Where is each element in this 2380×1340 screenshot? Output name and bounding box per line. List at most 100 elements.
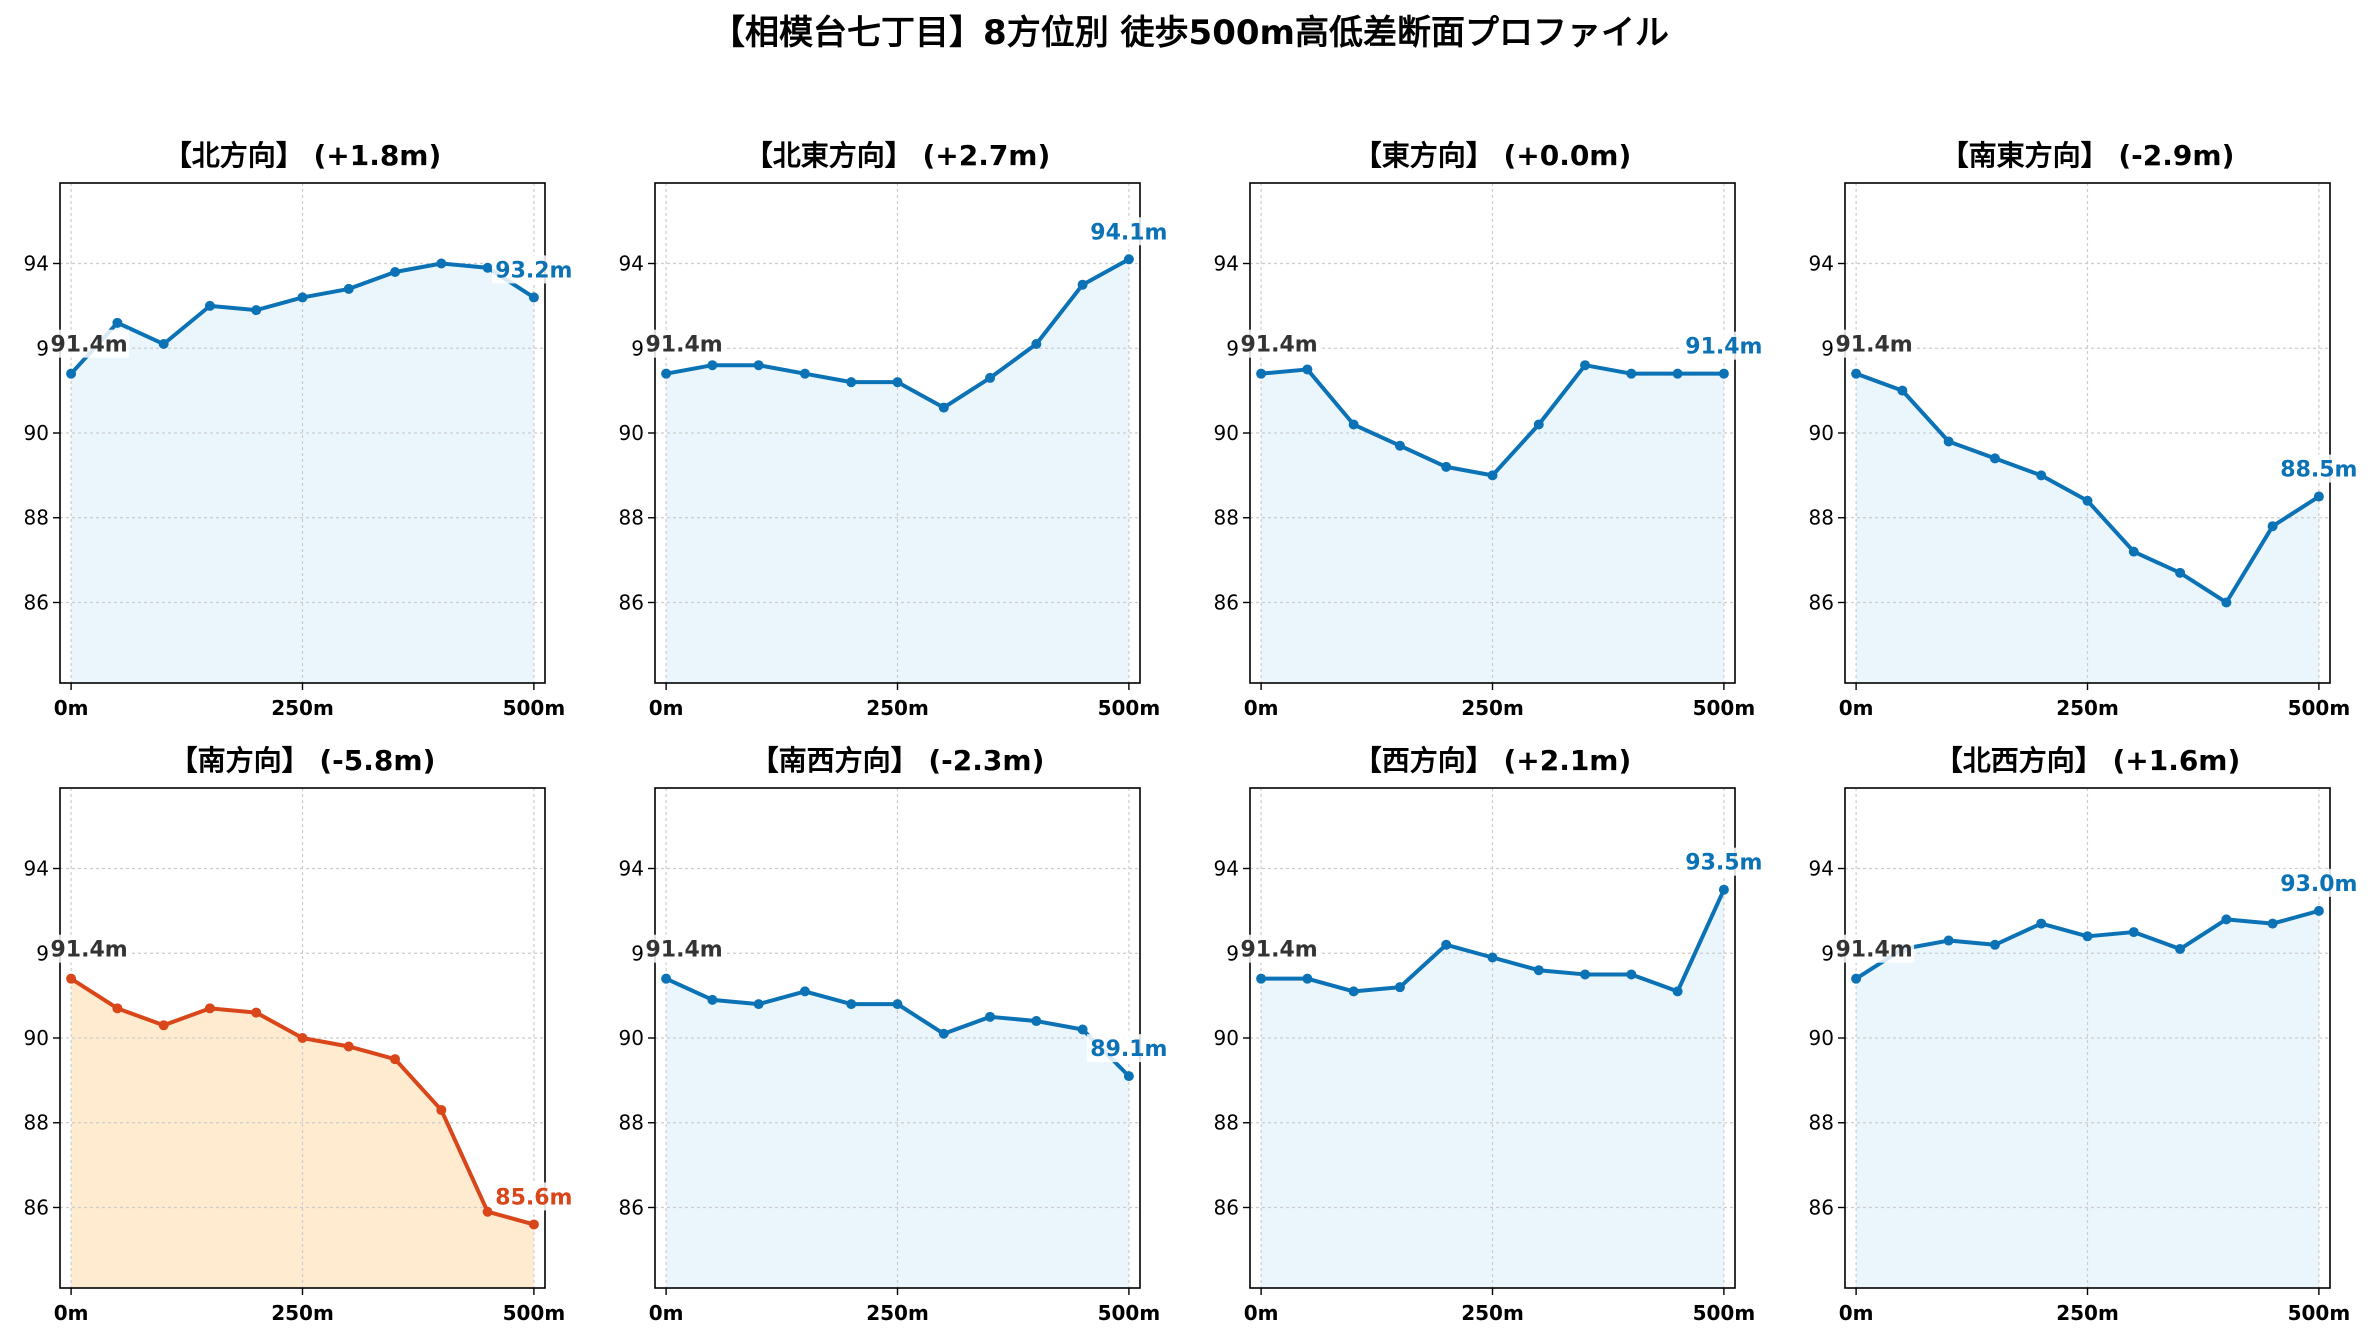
data-point <box>1077 1024 1088 1035</box>
panel-title: 【北東方向】 (+2.7m) <box>745 139 1051 172</box>
end-label: 93.0m <box>2280 872 2357 897</box>
data-point <box>2128 927 2139 938</box>
y-tick-label: 9 <box>1821 336 1834 360</box>
data-point <box>1718 368 1729 379</box>
start-label: 91.4m <box>50 333 127 358</box>
panel-7: 【西方向】 (+2.1m) 86 88 90 9 94 0m 250m 500m 91.4m 93.… <box>1214 744 1766 1325</box>
data-point <box>985 372 996 383</box>
data-point <box>1989 453 2000 464</box>
panel-8: 【北西方向】 (+1.6m) 86 88 90 9 94 0m 250m 500m 91.4m 93… <box>1809 744 2361 1325</box>
start-label-bg <box>49 329 130 358</box>
y-tick-label: 94 <box>24 857 49 881</box>
panel-title: 【北西方向】 (+1.6m) <box>1935 744 2241 777</box>
y-tick-label: 88 <box>1809 506 1834 530</box>
data-point <box>1626 969 1637 980</box>
data-point <box>1580 360 1591 371</box>
y-tick-label: 90 <box>619 421 644 445</box>
data-point <box>799 986 810 997</box>
x-tick-label: 500m <box>1693 1301 1756 1325</box>
start-label: 91.4m <box>645 938 722 963</box>
data-point <box>112 317 123 328</box>
data-point <box>1851 368 1862 379</box>
y-tick-label: 88 <box>24 1111 49 1135</box>
end-label: 88.5m <box>2280 458 2357 483</box>
y-tick-label: 88 <box>1214 506 1239 530</box>
data-point <box>436 258 447 269</box>
x-tick-label: 250m <box>866 1301 929 1325</box>
x-tick-label: 500m <box>1098 696 1161 720</box>
end-label: 85.6m <box>495 1185 572 1210</box>
data-point <box>528 292 539 303</box>
y-tick-label: 88 <box>24 506 49 530</box>
data-point <box>753 999 764 1010</box>
data-point <box>661 973 672 984</box>
data-point <box>390 266 401 277</box>
data-point <box>2082 931 2093 942</box>
data-point <box>1394 982 1405 993</box>
data-point <box>1533 419 1544 430</box>
x-tick-label: 0m <box>649 1301 684 1325</box>
y-tick-label: 9 <box>36 336 49 360</box>
y-tick-label: 86 <box>24 590 49 614</box>
x-tick-label: 500m <box>503 696 566 720</box>
y-tick-label: 90 <box>24 421 49 445</box>
data-point <box>251 305 262 316</box>
data-point <box>2313 491 2324 502</box>
area-fill <box>666 978 1129 1288</box>
data-point <box>1077 279 1088 290</box>
end-label-bg <box>2276 454 2361 483</box>
end-label-bg <box>491 255 576 284</box>
data-point <box>1348 419 1359 430</box>
data-point <box>1989 939 2000 950</box>
data-point <box>1031 339 1042 350</box>
data-point <box>1031 1016 1042 1027</box>
start-label-bg <box>1834 329 1915 358</box>
data-point <box>1441 939 1452 950</box>
y-tick-label: 90 <box>24 1026 49 1050</box>
panels: 【北方向】 (+1.8m) 86 88 90 9 94 0m 250m 500m 91.4m 93.… <box>24 139 2361 1325</box>
data-point <box>1851 973 1862 984</box>
data-point <box>1256 973 1267 984</box>
panel-4: 【南東方向】 (-2.9m) 86 88 90 9 94 0m 250m 500m 91.4m 88… <box>1809 139 2361 720</box>
x-tick-label: 250m <box>2056 696 2119 720</box>
data-point <box>2036 470 2047 481</box>
area-fill <box>71 978 534 1288</box>
data-point <box>1672 368 1683 379</box>
data-point <box>297 292 308 303</box>
data-point <box>846 999 857 1010</box>
y-tick-label: 90 <box>1809 421 1834 445</box>
x-tick-label: 0m <box>1244 696 1279 720</box>
data-point <box>892 377 903 388</box>
start-label-bg <box>49 934 130 963</box>
y-tick-label: 86 <box>619 1195 644 1219</box>
data-point <box>2267 918 2278 929</box>
end-label-bg <box>1681 331 1766 360</box>
start-label: 91.4m <box>1240 938 1317 963</box>
data-point <box>1672 986 1683 997</box>
panel-5: 【南方向】 (-5.8m) 86 88 90 9 94 0m 250m 500m 91.4m 85.… <box>24 744 576 1325</box>
data-point <box>2221 597 2232 608</box>
data-point <box>707 360 718 371</box>
y-tick-label: 94 <box>1214 857 1239 881</box>
data-point <box>204 300 215 311</box>
data-point <box>1441 461 1452 472</box>
data-point <box>661 368 672 379</box>
data-point <box>985 1011 996 1022</box>
data-point <box>1943 436 1954 447</box>
end-label: 91.4m <box>1685 335 1762 360</box>
x-tick-label: 500m <box>2288 696 2351 720</box>
y-tick-label: 88 <box>619 506 644 530</box>
data-point <box>2267 521 2278 532</box>
end-label: 89.1m <box>1090 1037 1167 1062</box>
end-label: 93.5m <box>1685 851 1762 876</box>
x-tick-label: 250m <box>271 1301 334 1325</box>
start-label-bg <box>644 329 725 358</box>
x-tick-label: 250m <box>866 696 929 720</box>
y-tick-label: 9 <box>1226 336 1239 360</box>
x-tick-label: 250m <box>271 696 334 720</box>
data-point <box>528 1219 539 1230</box>
data-point <box>66 368 77 379</box>
y-tick-label: 94 <box>1214 252 1239 276</box>
data-point <box>1943 935 1954 946</box>
